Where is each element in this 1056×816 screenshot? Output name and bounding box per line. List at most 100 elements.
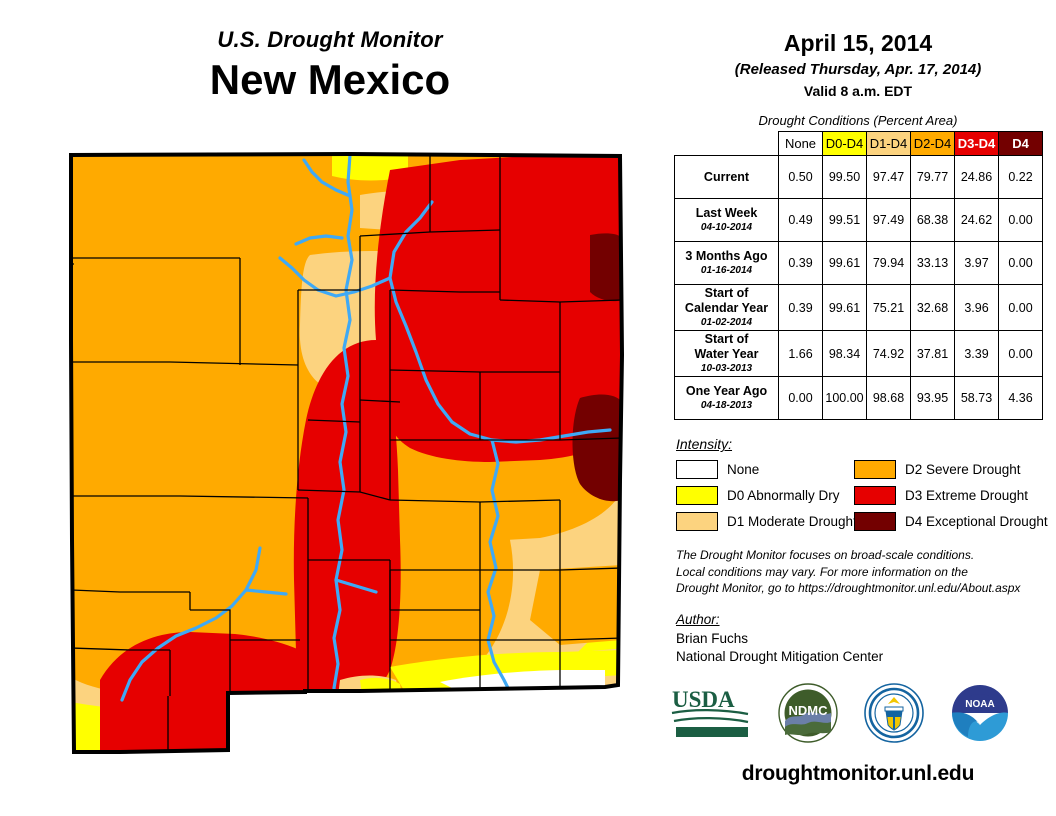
- table-cell-d3d4: 24.86: [954, 155, 999, 200]
- legend-label-d4: D4 Exceptional Drought: [905, 514, 1048, 530]
- state-outline: [69, 151, 625, 754]
- table-cell-d1d4: 97.49: [866, 198, 911, 243]
- legend-swatch-d1: [676, 512, 718, 532]
- disclaimer-line-1: The Drought Monitor focuses on broad-sca…: [676, 548, 975, 563]
- legend-item-none: None: [676, 458, 854, 481]
- table-cell-d4: 0.00: [998, 284, 1043, 332]
- author-name: Brian Fuchs: [676, 631, 749, 646]
- map-rivers: [120, 154, 612, 752]
- table-row: One Year Ago 04-18-2013 0.00 100.00 98.68 93.…: [674, 376, 1043, 421]
- table-cell-d1d4: 75.21: [866, 284, 911, 332]
- table-row-date: 04-18-2013: [700, 400, 753, 412]
- legend-label-d3: D3 Extreme Drought: [905, 488, 1029, 504]
- table-cell-d4: 0.00: [998, 198, 1043, 243]
- table-cell-d1d4: 79.94: [866, 241, 911, 286]
- disclaimer-line-2: Local conditions may vary. For more info…: [676, 564, 968, 579]
- table-cell-d4: 0.22: [998, 155, 1043, 200]
- title-block: U.S. Drought Monitor New Mexico: [0, 27, 660, 104]
- table-col-d1d4: D1-D4: [866, 131, 911, 157]
- legend-grid: None D2 Severe Drought D0 Abnormally Dry D3…: [676, 458, 1056, 533]
- table-cell-d3d4: 24.62: [954, 198, 999, 243]
- table-cell-none: 1.66: [778, 330, 823, 378]
- issue-date: April 15, 2014: [783, 30, 933, 56]
- region-d3-central-spine: [293, 340, 401, 703]
- map-county-lines: [71, 154, 622, 752]
- table-row-date: 01-16-2014: [700, 265, 753, 277]
- table-cell-d2d4: 93.95: [910, 376, 955, 421]
- table-col-none: None: [778, 131, 823, 157]
- drought-map[interactable]: [60, 140, 660, 800]
- disclaimer-line-3[interactable]: Drought Monitor, go to https://droughtmo…: [676, 580, 1021, 595]
- table-cell-d3d4: 3.96: [954, 284, 999, 332]
- table-col-d4: D4: [998, 131, 1043, 157]
- table-row: 3 Months Ago 01-16-2014 0.39 99.61 79.94 33.1…: [674, 241, 1043, 286]
- table-cell-d0d4: 98.34: [822, 330, 867, 378]
- author-organization: National Drought Mitigation Center: [676, 648, 884, 664]
- river-canadian: [388, 200, 612, 444]
- table-cell-d0d4: 99.51: [822, 198, 867, 243]
- legend-label-d1: D1 Moderate Drought: [727, 514, 857, 530]
- ndmc-logo: NDMC: [778, 683, 838, 748]
- table-col-d0d4: D0-D4: [822, 131, 867, 157]
- table-col-d3d4: D3-D4: [954, 131, 999, 157]
- table-row-date: 04-10-2014: [700, 222, 753, 234]
- table-row-label: Current: [674, 155, 779, 200]
- table-cell-d0d4: 100.00: [822, 376, 867, 421]
- page-title-program: U.S. Drought Monitor: [217, 27, 443, 52]
- table-cell-d4: 0.00: [998, 330, 1043, 378]
- legend-title: Intensity:: [676, 436, 733, 453]
- table-cell-d0d4: 99.61: [822, 241, 867, 286]
- usda-logo: USDA: [670, 685, 752, 746]
- river-north-tributary: [302, 158, 352, 198]
- region-d3-bootheel: [100, 632, 343, 752]
- logo-row: USDA NDMC: [670, 683, 1056, 748]
- river-rg-tributary: [334, 578, 378, 594]
- legend-item-d3: D3 Extreme Drought: [854, 484, 1044, 507]
- table-row-date: 10-03-2013: [700, 363, 753, 375]
- table-cell-d2d4: 68.38: [910, 198, 955, 243]
- river-rio-grande: [330, 154, 354, 752]
- table-cell-d1d4: 74.92: [866, 330, 911, 378]
- table-cell-none: 0.39: [778, 284, 823, 332]
- disclaimer: The Drought Monitor focuses on broad-sca…: [676, 547, 1048, 596]
- legend-item-d4: D4 Exceptional Drought: [854, 510, 1048, 533]
- table-cell-d2d4: 32.68: [910, 284, 955, 332]
- table-row: Current 0.50 99.50 97.47 79.77 24.86 0.22: [674, 155, 1043, 200]
- author-title: Author:: [676, 612, 720, 627]
- table-cell-d3d4: 58.73: [954, 376, 999, 421]
- table-row-label: Last Week 04-10-2014: [674, 198, 779, 243]
- table-col-d2d4: D2-D4: [910, 131, 955, 157]
- released-date: (Released Thursday, Apr. 17, 2014): [734, 61, 982, 79]
- table-cell-d0d4: 99.50: [822, 155, 867, 200]
- table-row-label: 3 Months Ago 01-16-2014: [674, 241, 779, 286]
- table-row: Last Week 04-10-2014 0.49 99.51 97.49 68.38 24…: [674, 198, 1043, 243]
- legend-item-d0: D0 Abnormally Dry: [676, 484, 854, 507]
- table-corner-cell: [675, 132, 779, 156]
- table-cell-none: 0.00: [778, 376, 823, 421]
- table-row-label: Start of Calendar Year 01-02-2014: [674, 284, 779, 332]
- legend-swatch-none: [676, 460, 718, 480]
- website-url[interactable]: droughtmonitor.unl.edu: [741, 762, 975, 786]
- noaa-logo: NOAA: [950, 683, 1010, 748]
- table-cell-d3d4: 3.39: [954, 330, 999, 378]
- table-cell-none: 0.49: [778, 198, 823, 243]
- legend-block: Intensity: None D2 Severe Drought D0 Abnor…: [676, 436, 1056, 533]
- right-panel: April 15, 2014 (Released Thursday, Apr. …: [660, 0, 1056, 816]
- river-gila-tributary: [244, 588, 288, 596]
- map-drought-regions: [71, 154, 622, 752]
- table-row: Start of Water Year 10-03-2013 1.66 98.34 74.…: [674, 330, 1043, 378]
- legend-label-d0: D0 Abnormally Dry: [727, 488, 840, 504]
- table-cell-d4: 4.36: [998, 376, 1043, 421]
- table-row-label: One Year Ago 04-18-2013: [674, 376, 779, 421]
- table-cell-d1d4: 98.68: [866, 376, 911, 421]
- usdc-logo: [864, 683, 924, 748]
- table-cell-d1d4: 97.47: [866, 155, 911, 200]
- legend-item-d2: D2 Severe Drought: [854, 458, 1044, 481]
- region-d2-southeast-lobe: [530, 565, 622, 645]
- legend-swatch-d3: [854, 486, 896, 506]
- table-cell-d4: 0.00: [998, 241, 1043, 286]
- table-cell-d2d4: 33.13: [910, 241, 955, 286]
- svg-text:NDMC: NDMC: [789, 703, 829, 718]
- river-gila: [120, 546, 262, 702]
- table-cell-d2d4: 79.77: [910, 155, 955, 200]
